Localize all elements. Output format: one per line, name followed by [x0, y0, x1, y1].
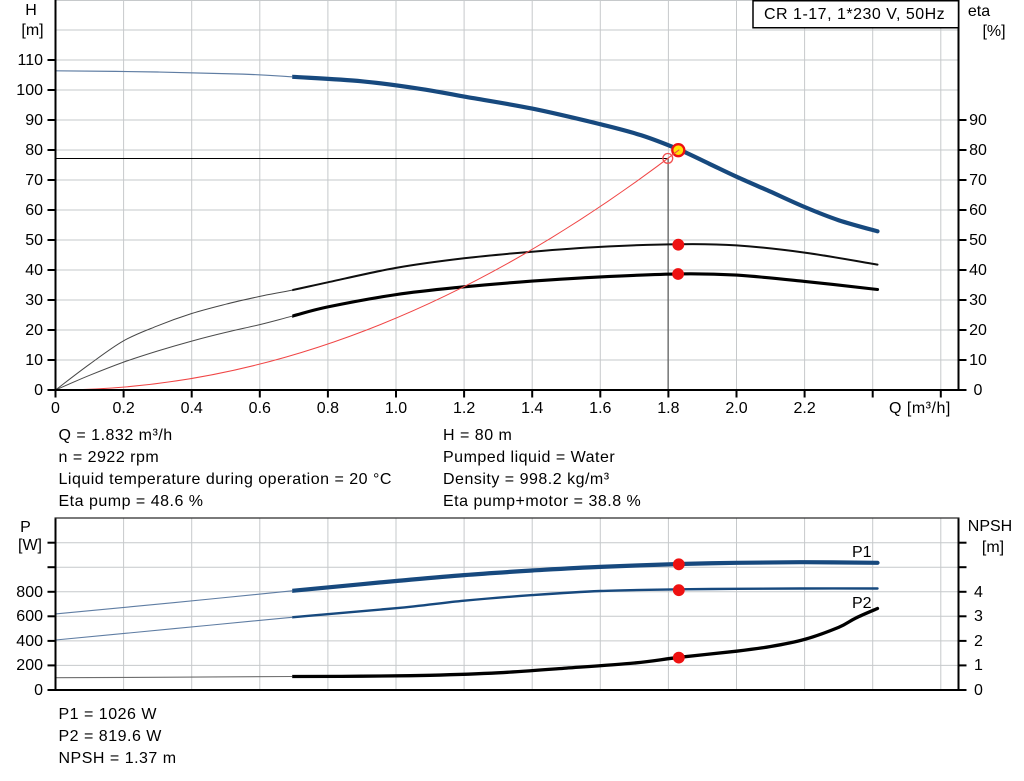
- svg-text:90: 90: [25, 112, 43, 129]
- svg-text:H: H: [25, 2, 37, 19]
- svg-text:Q = 1.832 m³/h: Q = 1.832 m³/h: [59, 427, 173, 444]
- svg-text:CR 1-17, 1*230 V, 50Hz: CR 1-17, 1*230 V, 50Hz: [764, 6, 945, 23]
- svg-text:20: 20: [25, 322, 43, 339]
- svg-text:2.0: 2.0: [725, 400, 747, 417]
- svg-text:P1 = 1026 W: P1 = 1026 W: [59, 706, 158, 723]
- svg-text:30: 30: [969, 292, 987, 309]
- svg-text:60: 60: [25, 202, 43, 219]
- svg-text:1.6: 1.6: [589, 400, 611, 417]
- svg-text:Q [m³/h]: Q [m³/h]: [889, 400, 951, 417]
- svg-text:P: P: [20, 519, 31, 536]
- svg-text:0.2: 0.2: [112, 400, 134, 417]
- svg-text:NPSH: NPSH: [968, 518, 1012, 535]
- svg-text:Eta pump = 48.6 %: Eta pump = 48.6 %: [59, 493, 204, 510]
- svg-text:80: 80: [25, 142, 43, 159]
- svg-text:80: 80: [969, 142, 987, 159]
- svg-text:400: 400: [16, 633, 43, 650]
- svg-text:[m]: [m]: [21, 22, 43, 39]
- svg-text:0.4: 0.4: [181, 400, 203, 417]
- svg-text:eta: eta: [968, 3, 990, 20]
- svg-text:60: 60: [969, 202, 987, 219]
- svg-text:70: 70: [969, 172, 987, 189]
- svg-text:Liquid temperature during oper: Liquid temperature during operation = 20…: [59, 471, 392, 488]
- svg-text:2.2: 2.2: [793, 400, 815, 417]
- svg-text:Eta pump+motor = 38.8 %: Eta pump+motor = 38.8 %: [443, 493, 641, 510]
- svg-text:0: 0: [974, 382, 983, 399]
- svg-text:20: 20: [969, 322, 987, 339]
- svg-text:50: 50: [25, 232, 43, 249]
- svg-text:1.0: 1.0: [385, 400, 407, 417]
- svg-text:0: 0: [34, 682, 43, 699]
- svg-text:NPSH = 1.37 m: NPSH = 1.37 m: [59, 750, 177, 767]
- svg-text:1.4: 1.4: [521, 400, 543, 417]
- svg-text:0: 0: [51, 400, 60, 417]
- svg-text:50: 50: [969, 232, 987, 249]
- svg-text:n = 2922 rpm: n = 2922 rpm: [59, 449, 160, 466]
- svg-text:200: 200: [16, 657, 43, 674]
- svg-text:0: 0: [974, 682, 983, 699]
- svg-text:70: 70: [25, 172, 43, 189]
- svg-text:10: 10: [25, 352, 43, 369]
- svg-text:800: 800: [16, 584, 43, 601]
- svg-text:1.2: 1.2: [453, 400, 475, 417]
- svg-text:0.6: 0.6: [249, 400, 271, 417]
- svg-text:110: 110: [17, 52, 43, 69]
- svg-text:600: 600: [16, 608, 43, 625]
- svg-text:1.8: 1.8: [657, 400, 679, 417]
- svg-text:P2: P2: [852, 595, 872, 612]
- svg-text:40: 40: [25, 262, 43, 279]
- svg-text:Pumped liquid = Water: Pumped liquid = Water: [443, 449, 615, 466]
- svg-text:[W]: [W]: [18, 537, 42, 554]
- svg-text:P2 = 819.6 W: P2 = 819.6 W: [59, 728, 163, 745]
- svg-text:P1: P1: [852, 544, 872, 561]
- svg-text:0.8: 0.8: [317, 400, 339, 417]
- svg-text:2: 2: [974, 633, 983, 650]
- svg-text:100: 100: [16, 82, 43, 99]
- svg-text:1: 1: [974, 657, 983, 674]
- svg-text:4: 4: [974, 584, 983, 601]
- svg-text:0: 0: [34, 382, 43, 399]
- svg-text:40: 40: [969, 262, 987, 279]
- svg-text:[%]: [%]: [982, 23, 1005, 40]
- svg-text:10: 10: [969, 352, 987, 369]
- svg-text:H = 80 m: H = 80 m: [443, 427, 512, 444]
- svg-text:Density = 998.2 kg/m³: Density = 998.2 kg/m³: [443, 471, 610, 488]
- svg-text:[m]: [m]: [982, 539, 1004, 556]
- svg-text:30: 30: [25, 292, 43, 309]
- svg-text:90: 90: [969, 112, 987, 129]
- svg-text:3: 3: [974, 608, 983, 625]
